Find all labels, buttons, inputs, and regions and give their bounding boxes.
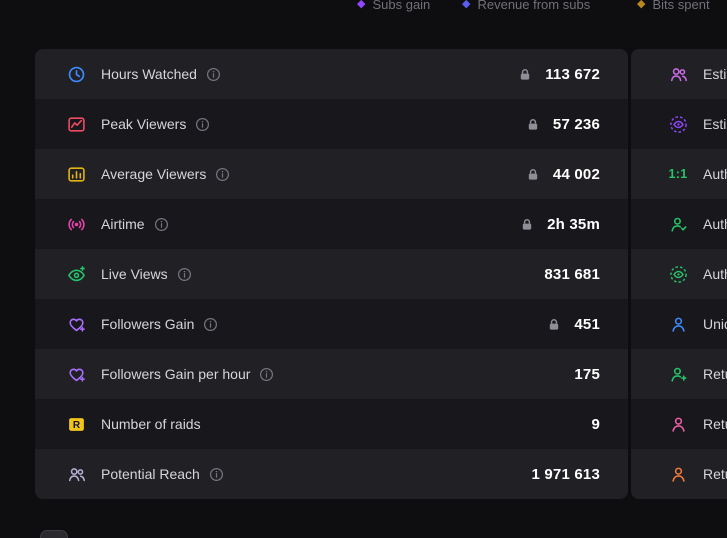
metric-row-live-views[interactable]: Live Views 831 681	[35, 249, 628, 299]
diamond-marker-icon: ◆	[357, 0, 366, 10]
info-icon[interactable]	[209, 467, 224, 482]
metric-label: Estim	[703, 66, 727, 82]
raid-icon: R	[66, 414, 86, 434]
metric-value: 57 236	[552, 115, 600, 133]
person-icon	[668, 414, 688, 434]
metric-row-hours-watched[interactable]: Hours Watched 113 672	[35, 49, 628, 99]
metric-row[interactable]: Retu	[631, 399, 727, 449]
clock-icon	[66, 64, 86, 84]
info-icon[interactable]	[206, 67, 221, 82]
legend-item-revenue-from-subs[interactable]: ◆ Revenue from subs	[462, 0, 590, 14]
people-icon	[66, 464, 86, 484]
metric-row[interactable]: Estim	[631, 99, 727, 149]
lock-icon	[526, 167, 540, 182]
person-check-icon	[668, 214, 688, 234]
diamond-marker-icon: ◆	[637, 0, 646, 10]
metric-label: Followers Gain per hour	[101, 366, 251, 382]
metric-value: 175	[574, 365, 600, 383]
lock-icon	[547, 317, 561, 332]
metric-label: Auth	[703, 166, 727, 182]
info-icon[interactable]	[154, 217, 169, 232]
person-plus-icon	[668, 364, 688, 384]
info-icon[interactable]	[259, 367, 274, 382]
metric-label: Followers Gain	[101, 316, 195, 332]
metric-label: Uniq	[703, 316, 727, 332]
metric-label: Retu	[703, 466, 727, 482]
info-icon[interactable]	[215, 167, 230, 182]
info-icon[interactable]	[195, 117, 210, 132]
legend-item-subs-gain[interactable]: ◆ Subs gain	[357, 0, 430, 14]
line-chart-icon	[66, 114, 86, 134]
metric-row[interactable]: Retu	[631, 449, 727, 499]
metric-value: 113 672	[545, 65, 600, 83]
metric-label: Number of raids	[101, 416, 201, 432]
metrics-panel-right: Estim Estim 1:1 Auth Auth Auth	[631, 49, 727, 499]
info-icon[interactable]	[177, 267, 192, 282]
metric-row-peak-viewers[interactable]: Peak Viewers 57 236	[35, 99, 628, 149]
metric-row[interactable]: Uniq	[631, 299, 727, 349]
svg-text:R: R	[72, 419, 80, 430]
metric-label: Auth	[703, 216, 727, 232]
legend-label: Revenue from subs	[477, 0, 591, 12]
metric-label: Potential Reach	[101, 466, 200, 482]
metric-row[interactable]: 1:1 Auth	[631, 149, 727, 199]
metric-label: Retu	[703, 416, 727, 432]
broadcast-icon	[66, 214, 86, 234]
legend-label: Bits spent	[652, 0, 710, 12]
metric-label: Live Views	[101, 266, 168, 282]
metric-row-average-viewers[interactable]: Average Viewers 44 002	[35, 149, 628, 199]
info-icon[interactable]	[203, 317, 218, 332]
legend-label: Subs gain	[372, 0, 431, 12]
metric-row-airtime[interactable]: Airtime 2h 35m	[35, 199, 628, 249]
metric-row-followers-gain[interactable]: Followers Gain 451	[35, 299, 628, 349]
metric-row[interactable]: Auth	[631, 249, 727, 299]
metric-label: Hours Watched	[101, 66, 197, 82]
eye-circle-icon	[668, 114, 688, 134]
partial-button[interactable]	[40, 530, 68, 538]
metric-label: Retu	[703, 366, 727, 382]
bar-chart-icon	[66, 164, 86, 184]
person-icon	[668, 464, 688, 484]
lock-icon	[520, 217, 534, 232]
metric-value: 1 971 613	[531, 465, 600, 483]
metric-label: Estim	[703, 116, 727, 132]
heart-plus-icon	[66, 314, 86, 334]
metrics-panel-left: Hours Watched 113 672 Peak Viewers	[35, 49, 628, 499]
heart-plus-icon	[66, 364, 86, 384]
ratio-icon: 1:1	[668, 167, 688, 181]
eye-plus-icon	[66, 264, 86, 284]
metric-label: Airtime	[101, 216, 145, 232]
metric-value: 9	[591, 415, 600, 433]
people-icon	[668, 64, 688, 84]
metric-row-number-of-raids[interactable]: R Number of raids 9	[35, 399, 628, 449]
metric-label: Peak Viewers	[101, 116, 187, 132]
metric-label: Average Viewers	[101, 166, 207, 182]
metric-label: Auth	[703, 266, 727, 282]
metric-row[interactable]: Auth	[631, 199, 727, 249]
eye-circle-icon	[668, 264, 688, 284]
legend-item-bits-spent[interactable]: ◆ Bits spent	[637, 0, 710, 14]
metric-value: 44 002	[552, 165, 600, 183]
metric-value: 451	[574, 315, 600, 333]
lock-icon	[526, 117, 540, 132]
metric-row-potential-reach[interactable]: Potential Reach 1 971 613	[35, 449, 628, 499]
metric-value: 831 681	[544, 265, 600, 283]
lock-icon	[518, 67, 532, 82]
metric-value: 2h 35m	[547, 215, 600, 233]
metric-row[interactable]: Estim	[631, 49, 727, 99]
metric-row-followers-gain-per-hour[interactable]: Followers Gain per hour 175	[35, 349, 628, 399]
metric-row[interactable]: Retu	[631, 349, 727, 399]
diamond-marker-icon: ◆	[462, 0, 471, 10]
person-icon	[668, 314, 688, 334]
